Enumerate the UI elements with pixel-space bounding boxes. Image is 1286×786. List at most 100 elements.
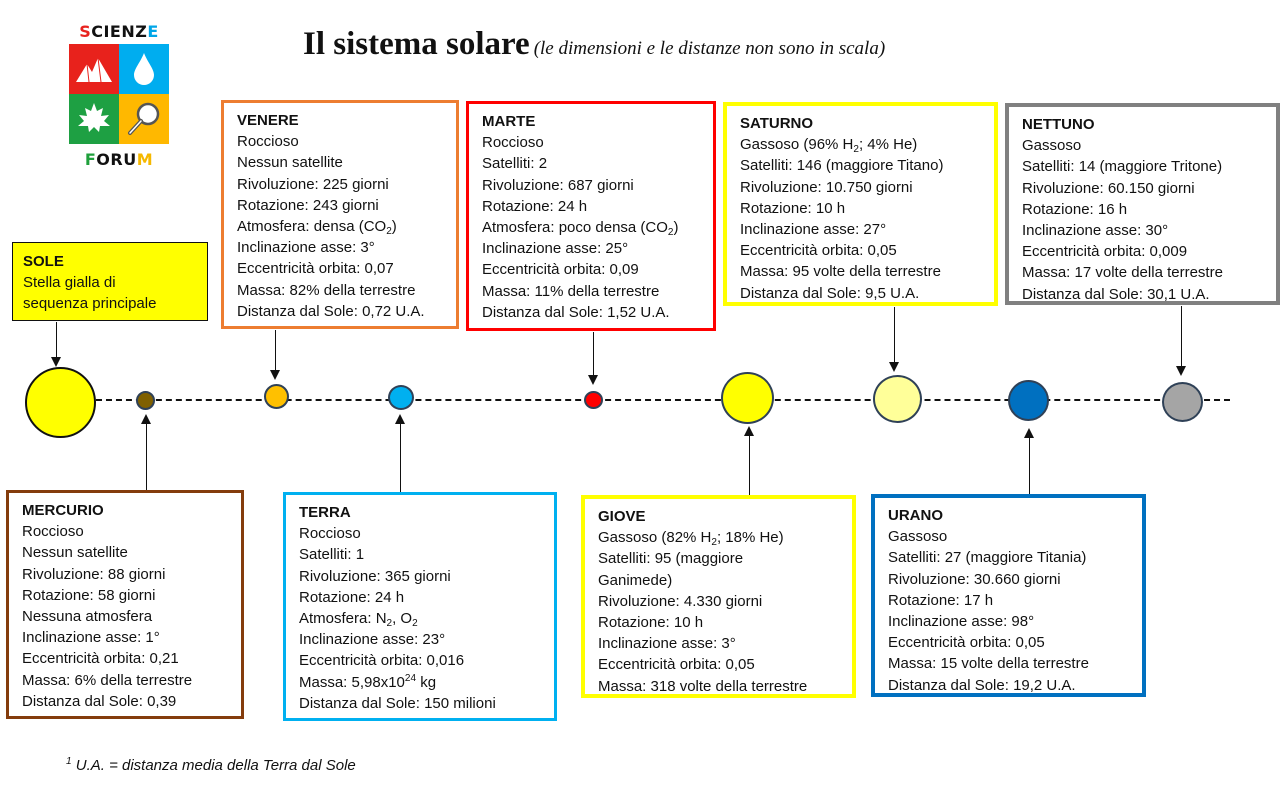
arrow-up-icon bbox=[395, 414, 405, 424]
jupiter-circle bbox=[721, 372, 774, 424]
box-line: Satelliti: 146 (maggiore Titano) bbox=[740, 157, 944, 175]
title-subtitle: (le dimensioni e le distanze non sono in… bbox=[533, 38, 886, 59]
box-line: Satelliti: 14 (maggiore Tritone) bbox=[1022, 158, 1223, 176]
box-title: MERCURIO bbox=[22, 502, 104, 519]
logo-letters: CIENZ bbox=[91, 22, 148, 41]
box-title: MARTE bbox=[482, 113, 536, 130]
box-line: Distanza dal Sole: 9,5 U.A. bbox=[740, 284, 920, 302]
box-line: Rotazione: 24 h bbox=[299, 588, 405, 606]
mars-circle bbox=[584, 391, 603, 409]
logo-letter: S bbox=[79, 22, 92, 41]
footnote: 1 U.A. = distanza media della Terra dal … bbox=[66, 757, 356, 775]
text: Atmosfera: poco densa (CO bbox=[482, 219, 668, 237]
connector-marte bbox=[593, 332, 594, 375]
arrow-down-icon bbox=[889, 362, 899, 372]
arrow-down-icon bbox=[588, 375, 598, 385]
connector-urano bbox=[1029, 438, 1030, 494]
connector-saturno bbox=[894, 307, 895, 362]
connector-giove bbox=[749, 436, 750, 495]
box-line: Eccentricità orbita: 0,009 bbox=[1022, 243, 1188, 261]
box-line: Inclinazione asse: 1° bbox=[22, 629, 160, 647]
text: Gassoso (82% H bbox=[598, 529, 712, 547]
box-line: Rivoluzione: 60.150 giorni bbox=[1022, 179, 1195, 197]
logo-letter: M bbox=[136, 150, 154, 169]
venus-circle bbox=[264, 384, 289, 409]
info-box-urano: URANO Gassoso Satelliti: 27 (maggiore Ti… bbox=[871, 494, 1146, 697]
arrow-up-icon bbox=[744, 426, 754, 436]
box-line-composizione: Gassoso (96% H2; 4% He) bbox=[740, 134, 994, 155]
connector-sole bbox=[56, 322, 57, 357]
box-line: Satelliti: 1 bbox=[299, 546, 365, 564]
box-line: Nessun satellite bbox=[237, 154, 343, 172]
box-line: Eccentricità orbita: 0,07 bbox=[237, 260, 394, 278]
info-box-terra: TERRA Roccioso Satelliti: 1 Rivoluzione:… bbox=[283, 492, 557, 721]
info-box-venere: VENERE Roccioso Nessun satellite Rivoluz… bbox=[221, 100, 459, 329]
arrow-down-icon bbox=[51, 357, 61, 367]
text: Atmosfera: N bbox=[299, 610, 387, 628]
text: ; 4% He) bbox=[858, 136, 918, 154]
box-title: VENERE bbox=[237, 112, 299, 129]
text: Gassoso (96% H bbox=[740, 136, 854, 154]
box-line: Eccentricità orbita: 0,21 bbox=[22, 650, 179, 668]
box-line: Rotazione: 10 h bbox=[740, 199, 846, 217]
box-line: Distanza dal Sole: 0,72 U.A. bbox=[237, 302, 425, 320]
box-line: Satelliti: 2 bbox=[482, 155, 548, 173]
box-line: Rivoluzione: 687 giorni bbox=[482, 176, 634, 194]
info-box-nettuno: NETTUNO Gassoso Satelliti: 14 (maggiore … bbox=[1005, 103, 1280, 305]
arrow-down-icon bbox=[270, 370, 280, 380]
logo-grid bbox=[69, 44, 169, 144]
subscript: 2 bbox=[667, 227, 674, 239]
box-line: Massa: 95 volte della terrestre bbox=[740, 263, 941, 281]
mercury-circle bbox=[136, 391, 155, 410]
text: Massa: 5,98x10 bbox=[299, 673, 405, 691]
maple-leaf-icon bbox=[69, 94, 119, 144]
magnifier-icon bbox=[119, 94, 169, 144]
subscript: 2 bbox=[386, 226, 392, 238]
box-line: Distanza dal Sole: 0,39 bbox=[22, 692, 177, 710]
arrow-down-icon bbox=[1176, 366, 1186, 376]
neptune-circle bbox=[1162, 382, 1203, 422]
connector-venere bbox=[275, 330, 276, 370]
box-line: Massa: 15 volte della terrestre bbox=[888, 655, 1089, 673]
logo-letters: ORU bbox=[96, 150, 137, 169]
box-line: Rotazione: 243 giorni bbox=[237, 196, 379, 214]
logo-word-scienze: SCIENZE bbox=[66, 22, 172, 41]
text: ) bbox=[673, 219, 679, 237]
box-line-composizione: Gassoso (82% H2; 18% He) bbox=[598, 527, 852, 548]
scienze-forum-logo: SCIENZE FORUM bbox=[66, 22, 172, 172]
info-box-mercurio: MERCURIO Roccioso Nessun satellite Rivol… bbox=[6, 490, 244, 719]
title-main: Il sistema solare bbox=[303, 26, 530, 62]
box-line: Rivoluzione: 10.750 giorni bbox=[740, 178, 913, 196]
box-line-atmosfera: Atmosfera: poco densa (CO2) bbox=[482, 217, 713, 238]
box-line: Inclinazione asse: 3° bbox=[598, 635, 736, 653]
logo-letter: E bbox=[147, 22, 159, 41]
box-line: Eccentricità orbita: 0,05 bbox=[598, 656, 755, 674]
box-line-atmosfera: Atmosfera: N2, O2 bbox=[299, 608, 554, 629]
text: ) bbox=[391, 218, 397, 236]
box-line: Eccentricità orbita: 0,09 bbox=[482, 261, 639, 279]
box-title: GIOVE bbox=[598, 508, 646, 525]
box-line: Massa: 17 volte della terrestre bbox=[1022, 264, 1223, 282]
connector-terra bbox=[400, 424, 401, 492]
page-title: Il sistema solare (le dimensioni e le dis… bbox=[303, 26, 885, 63]
box-line: Inclinazione asse: 25° bbox=[482, 240, 629, 258]
box-line: Roccioso bbox=[237, 133, 299, 151]
box-title: URANO bbox=[888, 507, 943, 524]
box-line: Rivoluzione: 225 giorni bbox=[237, 175, 389, 193]
box-line: Distanza dal Sole: 19,2 U.A. bbox=[888, 676, 1076, 694]
subscript: 2 bbox=[853, 144, 859, 156]
water-drop-icon bbox=[119, 44, 169, 94]
box-line: Eccentricità orbita: 0,05 bbox=[740, 242, 897, 260]
footnote-text: U.A. = distanza media della Terra dal So… bbox=[71, 757, 356, 774]
text: ; 18% He) bbox=[716, 529, 784, 547]
saturn-circle bbox=[873, 375, 922, 423]
box-line: Roccioso bbox=[299, 525, 361, 543]
box-line: Rivoluzione: 365 giorni bbox=[299, 567, 451, 585]
box-line: Satelliti: 27 (maggiore Titania) bbox=[888, 549, 1087, 567]
sun-circle bbox=[25, 367, 96, 438]
superscript: 24 bbox=[404, 672, 417, 684]
box-line-massa: Massa: 5,98x1024 kg bbox=[299, 672, 554, 693]
text: kg bbox=[416, 673, 437, 691]
box-line: Rotazione: 24 h bbox=[482, 197, 588, 215]
subscript: 2 bbox=[386, 618, 393, 630]
